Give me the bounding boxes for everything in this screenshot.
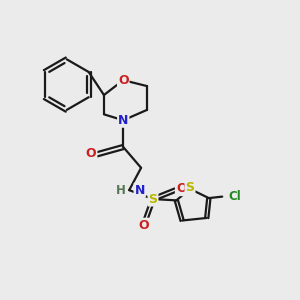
Text: O: O xyxy=(86,147,97,161)
Text: O: O xyxy=(118,74,129,87)
Text: S: S xyxy=(185,181,194,194)
Text: O: O xyxy=(176,182,187,195)
Text: N: N xyxy=(118,114,128,127)
Text: Cl: Cl xyxy=(229,190,242,203)
Text: O: O xyxy=(139,219,149,232)
Text: S: S xyxy=(148,193,158,206)
Text: N: N xyxy=(134,184,145,196)
Text: H: H xyxy=(116,184,126,196)
